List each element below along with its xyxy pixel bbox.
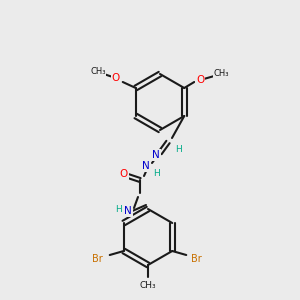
Text: Br: Br bbox=[92, 254, 103, 264]
Text: CH₃: CH₃ bbox=[140, 281, 156, 290]
Text: O: O bbox=[120, 169, 128, 179]
Text: H: H bbox=[153, 169, 159, 178]
Text: H: H bbox=[115, 206, 122, 214]
Text: N: N bbox=[142, 161, 150, 171]
Text: H: H bbox=[175, 146, 182, 154]
Text: O: O bbox=[112, 73, 120, 83]
Text: CH₃: CH₃ bbox=[214, 70, 229, 79]
Text: N: N bbox=[152, 150, 160, 160]
Text: N: N bbox=[124, 206, 132, 216]
Text: Br: Br bbox=[191, 254, 202, 264]
Text: O: O bbox=[196, 75, 204, 85]
Text: CH₃: CH₃ bbox=[90, 68, 106, 76]
